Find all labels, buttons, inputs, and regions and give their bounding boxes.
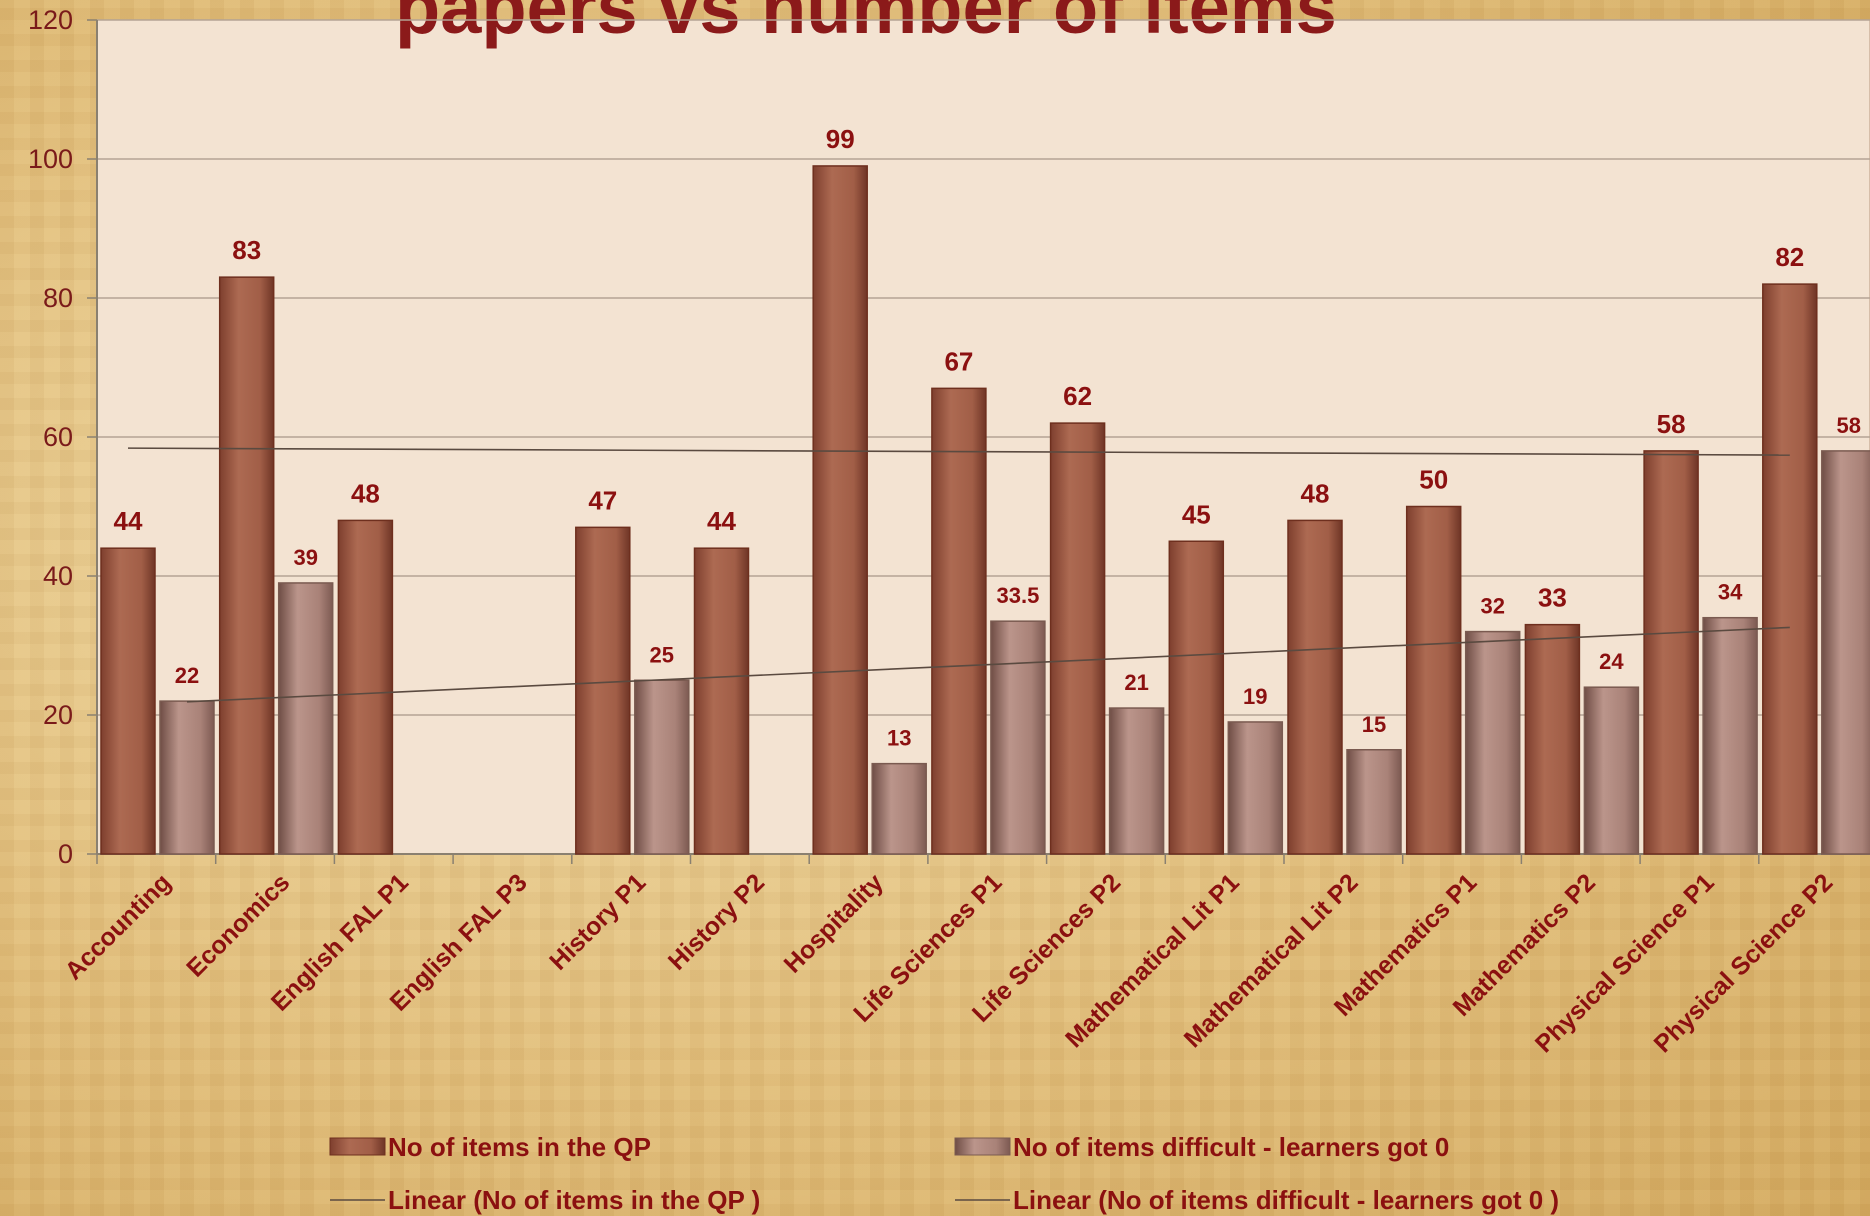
y-tick-label: 0: [58, 839, 73, 869]
y-tick-label: 20: [43, 700, 73, 730]
data-label: 44: [707, 506, 736, 536]
bar: [160, 701, 214, 854]
legend-swatch: [330, 1138, 385, 1155]
data-label: 67: [944, 346, 973, 376]
category-label: History P2: [663, 868, 770, 975]
legend: No of items in the QP No of items difficu…: [330, 1132, 1559, 1215]
data-label: 19: [1243, 684, 1267, 709]
bar: [338, 520, 392, 854]
bar: [1763, 284, 1817, 854]
data-label: 83: [232, 235, 261, 265]
bar: [695, 548, 749, 854]
bar: [1288, 520, 1342, 854]
bar: [635, 680, 689, 854]
category-label: Economics: [181, 868, 295, 982]
data-label: 58: [1837, 413, 1861, 438]
bar: [1822, 451, 1870, 854]
bar: [1584, 687, 1638, 854]
bar: [576, 527, 630, 854]
legend-label: Linear (No of items difficult - learners…: [1013, 1185, 1559, 1215]
data-label: 50: [1419, 465, 1448, 495]
bar: [1228, 722, 1282, 854]
bar: [1347, 750, 1401, 854]
data-label: 25: [650, 642, 674, 667]
data-label: 22: [175, 663, 199, 688]
legend-label: No of items in the QP: [388, 1132, 651, 1162]
data-label: 48: [351, 478, 380, 508]
data-label: 21: [1124, 670, 1148, 695]
category-label: Accounting: [60, 868, 177, 985]
bar: [1525, 625, 1579, 854]
category-label: Hospitality: [779, 868, 889, 978]
bar: [991, 621, 1045, 854]
y-tick-label: 60: [43, 422, 73, 452]
data-label: 24: [1599, 649, 1624, 674]
data-label: 33: [1538, 583, 1567, 613]
bar: [1644, 451, 1698, 854]
legend-swatch: [955, 1138, 1010, 1155]
data-label: 33.5: [996, 583, 1039, 608]
bar: [813, 166, 867, 854]
bar: [1466, 632, 1520, 854]
data-label: 44: [114, 506, 143, 536]
bar: [220, 277, 274, 854]
data-label: 45: [1182, 499, 1211, 529]
data-label: 15: [1362, 712, 1386, 737]
bar: [872, 764, 926, 854]
bar: [1110, 708, 1164, 854]
data-label: 32: [1480, 594, 1504, 619]
data-label: 13: [887, 726, 911, 751]
data-label: 48: [1301, 478, 1330, 508]
data-label: 58: [1657, 409, 1686, 439]
data-label: 34: [1718, 580, 1743, 605]
bar: [1169, 541, 1223, 854]
chart-title: papers vs number of items: [395, 0, 1337, 49]
y-tick-label: 40: [43, 561, 73, 591]
bar: [1703, 618, 1757, 854]
data-label: 62: [1063, 381, 1092, 411]
bar: [1051, 423, 1105, 854]
legend-label: No of items difficult - learners got 0: [1013, 1132, 1449, 1162]
y-tick-label: 120: [28, 5, 73, 35]
bar: [932, 388, 986, 854]
bar: [101, 548, 155, 854]
data-label: 82: [1775, 242, 1804, 272]
data-label: 47: [588, 485, 617, 515]
bar: [279, 583, 333, 854]
category-label: History P1: [544, 868, 651, 975]
bar: [1407, 507, 1461, 855]
data-label: 99: [826, 124, 855, 154]
data-label: 39: [293, 545, 317, 570]
legend-label: Linear (No of items in the QP ): [388, 1185, 760, 1215]
y-tick-label: 100: [28, 144, 73, 174]
y-tick-label: 80: [43, 283, 73, 313]
